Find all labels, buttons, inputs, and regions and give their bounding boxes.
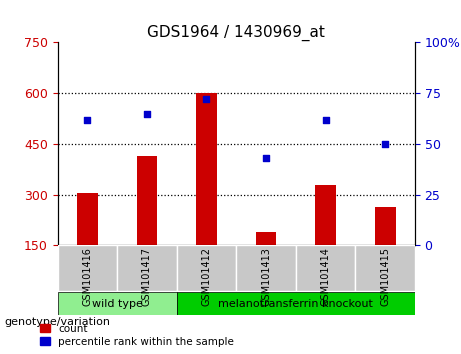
Text: GSM101414: GSM101414	[320, 247, 331, 306]
Text: melanotransferrin knockout: melanotransferrin knockout	[219, 298, 373, 309]
Text: GSM101412: GSM101412	[201, 247, 212, 306]
Text: GSM101413: GSM101413	[261, 247, 271, 306]
Text: GSM101415: GSM101415	[380, 247, 390, 306]
Title: GDS1964 / 1430969_at: GDS1964 / 1430969_at	[148, 25, 325, 41]
Legend: count, percentile rank within the sample: count, percentile rank within the sample	[37, 321, 236, 349]
Text: GSM101417: GSM101417	[142, 247, 152, 306]
Bar	[196, 93, 217, 245]
Point	[203, 97, 210, 102]
FancyBboxPatch shape	[177, 292, 415, 315]
Text: wild type: wild type	[92, 298, 142, 309]
Point	[381, 141, 389, 147]
Bar	[315, 184, 336, 245]
Text: genotype/variation: genotype/variation	[5, 317, 111, 327]
Point	[262, 155, 270, 161]
Point	[84, 117, 91, 122]
Point	[143, 111, 151, 116]
Bar	[77, 193, 98, 245]
FancyBboxPatch shape	[117, 245, 177, 291]
Text: GSM101416: GSM101416	[83, 247, 92, 306]
Bar	[255, 232, 277, 245]
FancyBboxPatch shape	[236, 245, 296, 291]
Bar	[136, 156, 157, 245]
FancyBboxPatch shape	[177, 245, 236, 291]
Bar	[375, 207, 396, 245]
FancyBboxPatch shape	[58, 245, 117, 291]
Point	[322, 117, 329, 122]
FancyBboxPatch shape	[296, 245, 355, 291]
FancyBboxPatch shape	[355, 245, 415, 291]
FancyBboxPatch shape	[58, 292, 177, 315]
